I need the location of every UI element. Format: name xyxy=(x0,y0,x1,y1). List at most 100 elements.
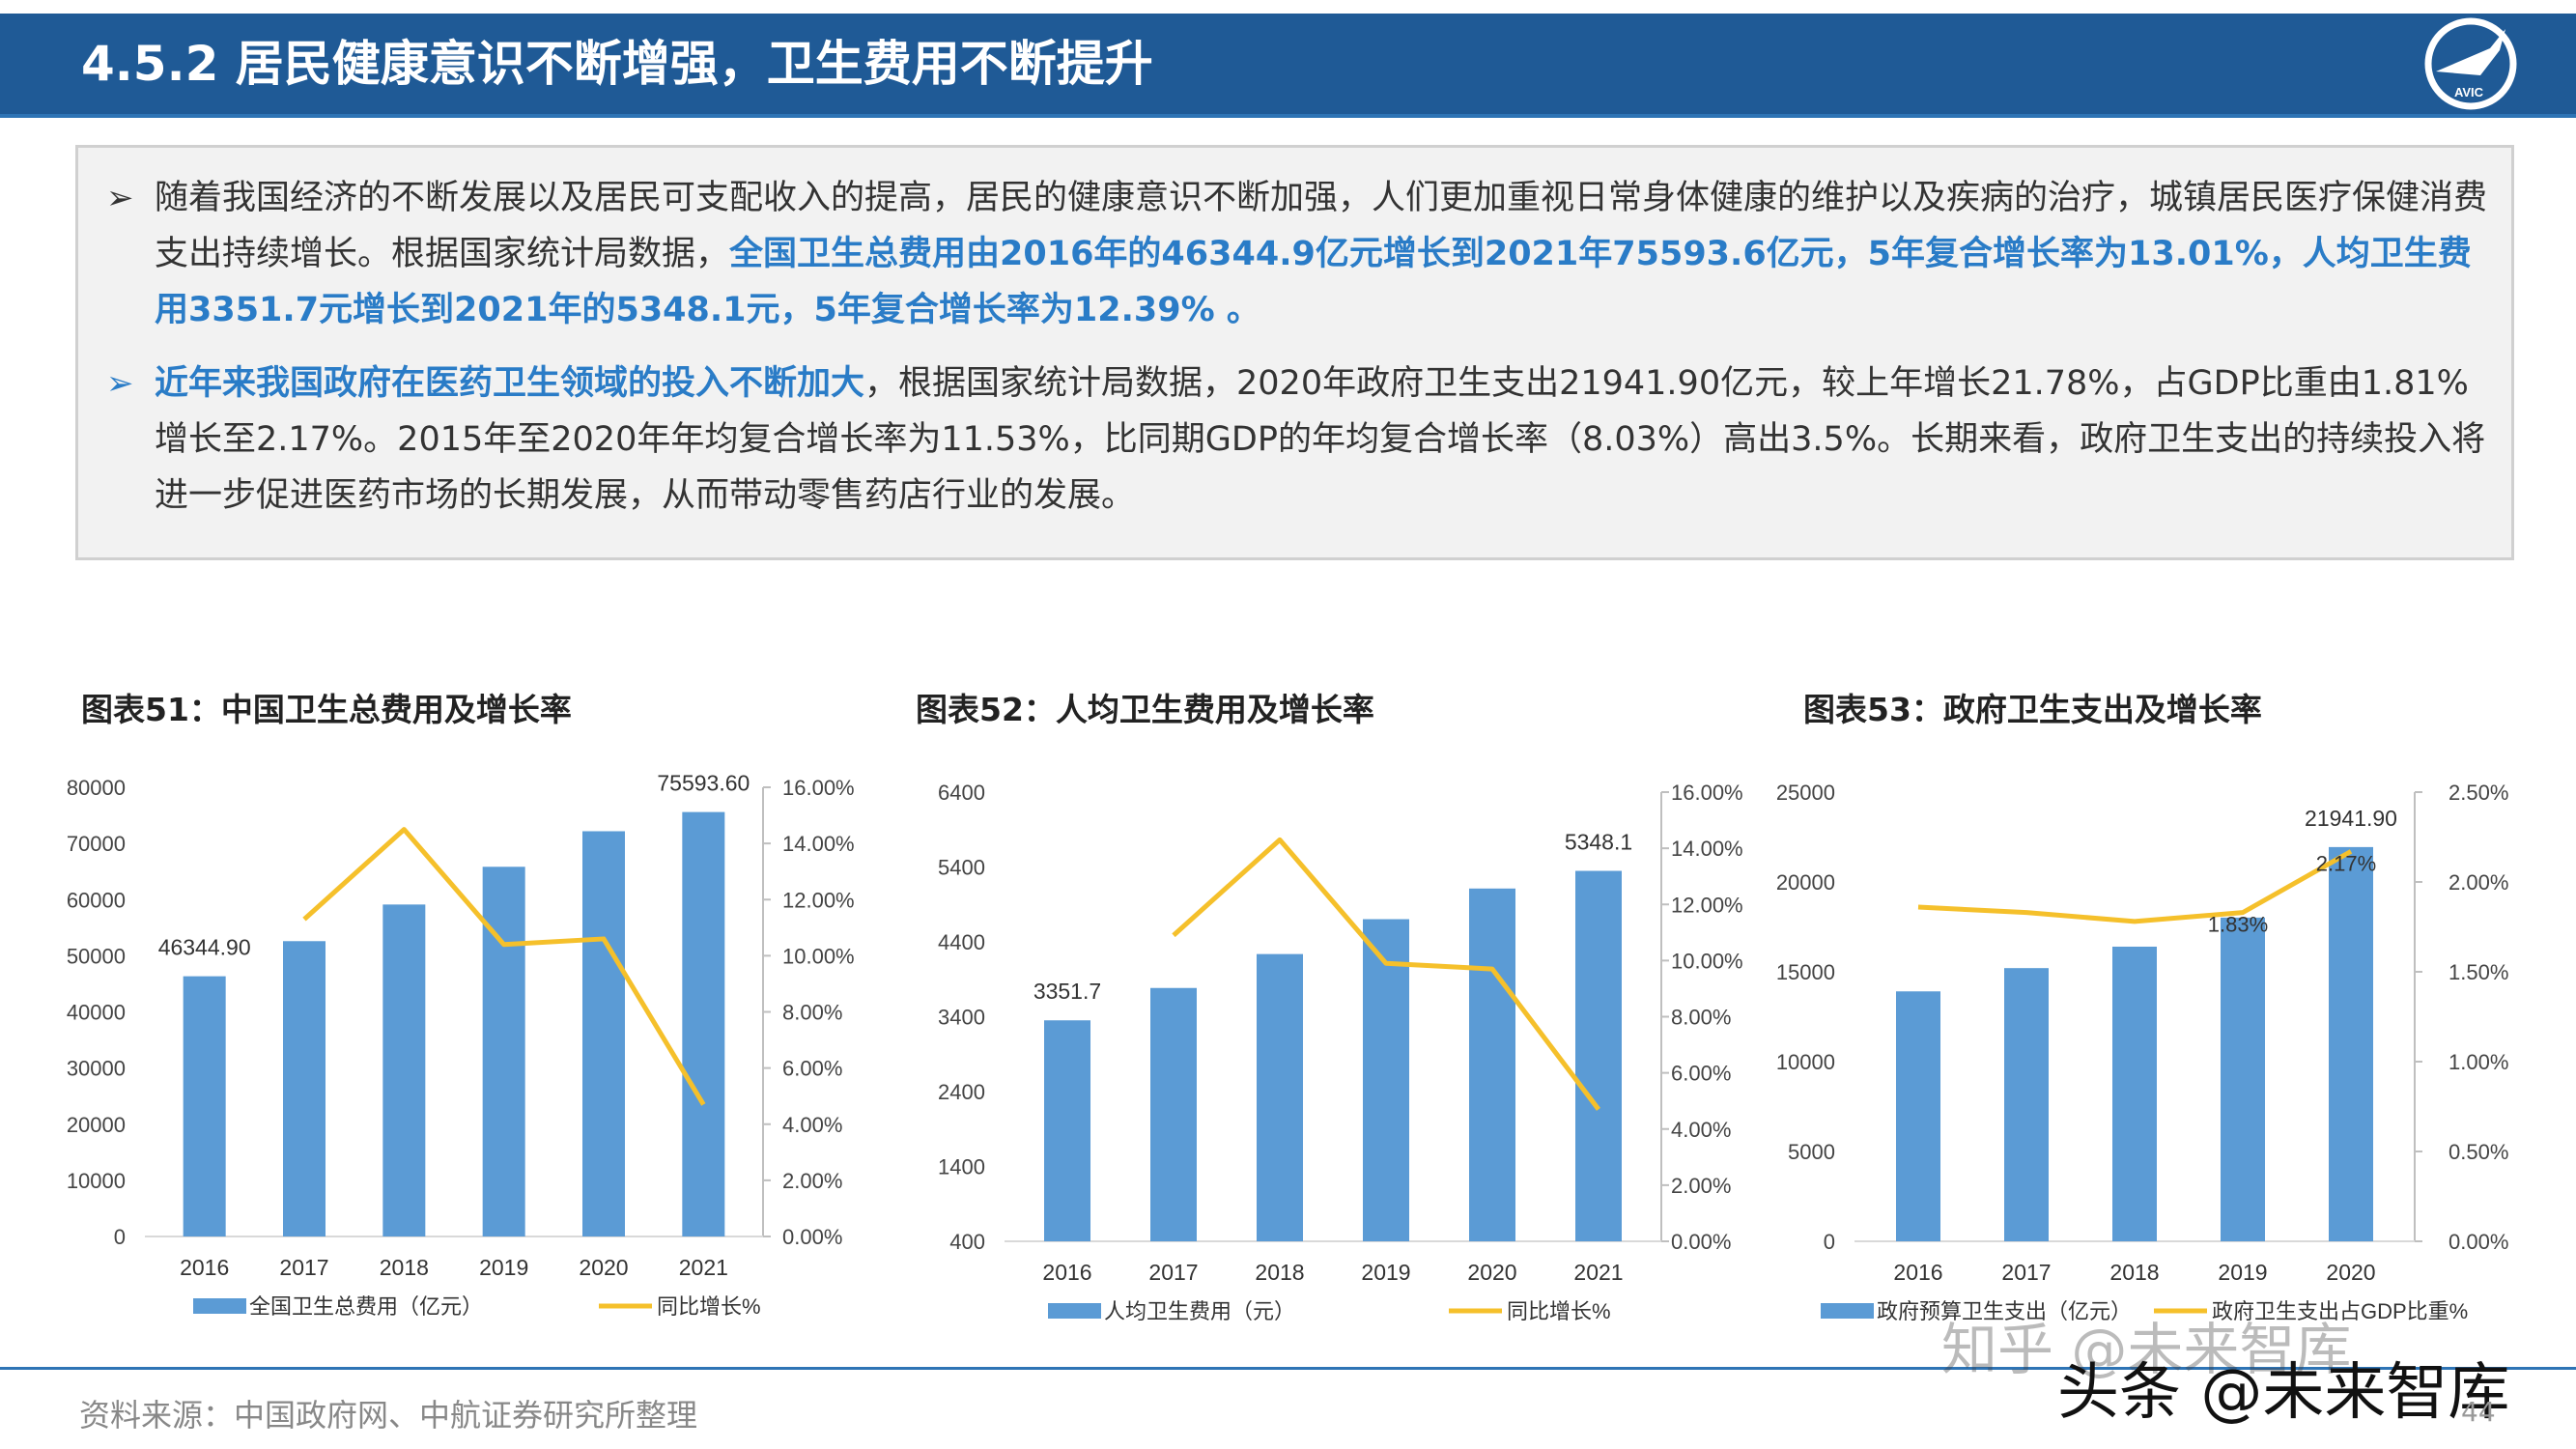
data-label: 75593.60 xyxy=(657,771,750,796)
bar xyxy=(2329,846,2373,1241)
right-tick-label: 0.00% xyxy=(2449,1230,2508,1254)
line-data-label: 1.83% xyxy=(2208,913,2268,937)
bar xyxy=(2004,968,2049,1241)
series-line xyxy=(1917,849,2353,924)
data-label: 3351.7 xyxy=(1033,979,1101,1004)
chart-53-title: 图表53：政府卫生支出及增长率 xyxy=(1803,691,2262,728)
right-tick-label: 16.00% xyxy=(782,776,855,800)
bullet-arrow-icon: ➢ xyxy=(106,364,134,403)
bar xyxy=(1044,1020,1090,1241)
chart-51-title: 图表51：中国卫生总费用及增长率 xyxy=(81,691,572,728)
x-tick-label: 2020 xyxy=(1467,1260,1516,1285)
legend-label: 同比增长% xyxy=(1507,1299,1611,1323)
right-tick-label: 10.00% xyxy=(1671,949,1743,973)
bullet-text-highlight: 全国卫生总费用由2016年的46344.9亿元增长到2021年75593.6亿元… xyxy=(155,235,2472,329)
left-tick-label: 30000 xyxy=(67,1057,126,1081)
legend-label: 同比增长% xyxy=(657,1294,761,1319)
left-tick-label: 2400 xyxy=(938,1080,985,1104)
left-tick-label: 50000 xyxy=(67,944,126,968)
left-tick-label: 80000 xyxy=(67,776,126,800)
source-note: 资料来源：中国政府网、中航证券研究所整理 xyxy=(79,1397,698,1434)
header-divider xyxy=(0,114,2576,118)
left-tick-label: 20000 xyxy=(1776,870,1835,895)
left-tick-label: 10000 xyxy=(67,1169,126,1193)
legend-label: 政府预算卫生支出（亿元） xyxy=(1877,1299,2132,1323)
legend-swatch-bar xyxy=(1048,1303,1101,1319)
left-tick-label: 5400 xyxy=(938,856,985,880)
right-tick-label: 6.00% xyxy=(782,1057,842,1081)
x-tick-label: 2020 xyxy=(579,1255,628,1280)
x-tick-label: 2017 xyxy=(2001,1260,2051,1285)
x-tick-label: 2016 xyxy=(1042,1260,1091,1285)
left-tick-label: 400 xyxy=(949,1230,985,1254)
legend-swatch-bar xyxy=(193,1298,246,1314)
header-bar xyxy=(0,14,2576,114)
left-tick-label: 40000 xyxy=(67,1001,126,1025)
series-line xyxy=(1172,837,1600,1111)
x-tick-label: 2019 xyxy=(2218,1260,2267,1285)
data-label: 5348.1 xyxy=(1565,830,1632,855)
right-tick-label: 1.50% xyxy=(2449,960,2508,984)
right-tick-label: 14.00% xyxy=(782,832,855,856)
page-title: 4.5.2 居民健康意识不断增强，卫生费用不断提升 xyxy=(81,36,1153,92)
bullet-text: 随着我国经济的不断发展以及居民可支配收入的提高，居民的健康意识不断加强，人们更加… xyxy=(155,170,2502,338)
left-tick-label: 4400 xyxy=(938,930,985,954)
right-tick-label: 12.00% xyxy=(1671,893,1743,917)
avic-logo-icon: AVIC xyxy=(2424,17,2517,110)
bar xyxy=(482,867,525,1236)
left-tick-label: 70000 xyxy=(67,832,126,856)
left-tick-label: 5000 xyxy=(1788,1140,1835,1164)
bullet-text-highlight: 近年来我国政府在医药卫生领域的投入不断加大 xyxy=(155,364,865,403)
bar xyxy=(2221,917,2265,1241)
bar xyxy=(1575,870,1622,1241)
right-tick-label: 16.00% xyxy=(1671,781,1743,805)
footer-divider xyxy=(0,1367,2576,1370)
logo-text: AVIC xyxy=(2454,85,2484,99)
x-tick-label: 2016 xyxy=(180,1255,229,1280)
right-tick-label: 0.00% xyxy=(782,1225,842,1249)
bullet-text-part: ，根据国家统计局数据，2020年政府卫生支出21941.90亿元，较上年增长21… xyxy=(155,364,2486,515)
bar xyxy=(1363,919,1409,1241)
bar xyxy=(1257,953,1303,1241)
left-tick-label: 15000 xyxy=(1776,960,1835,984)
legend-label: 全国卫生总费用（亿元） xyxy=(249,1294,483,1319)
x-tick-label: 2021 xyxy=(1573,1260,1623,1285)
bar xyxy=(283,941,326,1236)
x-tick-label: 2019 xyxy=(1361,1260,1410,1285)
x-tick-label: 2019 xyxy=(479,1255,528,1280)
bar xyxy=(582,831,625,1236)
right-tick-label: 4.00% xyxy=(782,1113,842,1137)
data-label: 46344.90 xyxy=(158,935,251,960)
bar xyxy=(682,811,725,1236)
bar xyxy=(382,904,426,1236)
x-tick-label: 2018 xyxy=(2109,1260,2159,1285)
right-tick-label: 8.00% xyxy=(782,1001,842,1025)
series-line xyxy=(302,827,706,1106)
left-tick-label: 60000 xyxy=(67,888,126,912)
right-tick-label: 0.50% xyxy=(2449,1140,2508,1164)
watermark-zhihu: 知乎 @未来智库 xyxy=(1941,1317,2352,1382)
bar xyxy=(1896,991,1940,1241)
right-tick-label: 1.00% xyxy=(2449,1050,2508,1074)
bar xyxy=(2112,946,2157,1241)
left-tick-label: 0 xyxy=(1824,1230,1835,1254)
right-tick-label: 0.00% xyxy=(1671,1230,1731,1254)
bullet-text: 近年来我国政府在医药卫生领域的投入不断加大，根据国家统计局数据，2020年政府卫… xyxy=(155,355,2502,524)
x-tick-label: 2020 xyxy=(2326,1260,2375,1285)
x-tick-label: 2017 xyxy=(1148,1260,1198,1285)
right-tick-label: 4.00% xyxy=(1671,1118,1731,1142)
left-tick-label: 10000 xyxy=(1776,1050,1835,1074)
bar xyxy=(183,976,226,1236)
chart-52: 0.00% 2.00% 4.00% 6.00% 8.00% 10.00% 12.00% 14.… xyxy=(938,781,1743,1323)
right-tick-label: 2.50% xyxy=(2449,781,2508,805)
bar xyxy=(1150,987,1197,1241)
x-tick-label: 2018 xyxy=(380,1255,429,1280)
summary-box xyxy=(75,145,2514,560)
right-tick-label: 10.00% xyxy=(782,944,855,968)
right-tick-label: 12.00% xyxy=(782,888,855,912)
left-tick-label: 20000 xyxy=(67,1113,126,1137)
left-tick-label: 0 xyxy=(114,1225,126,1249)
legend-label: 政府卫生支出占GDP比重% xyxy=(2212,1299,2468,1323)
x-tick-label: 2018 xyxy=(1255,1260,1304,1285)
legend-swatch-bar xyxy=(1821,1303,1874,1319)
